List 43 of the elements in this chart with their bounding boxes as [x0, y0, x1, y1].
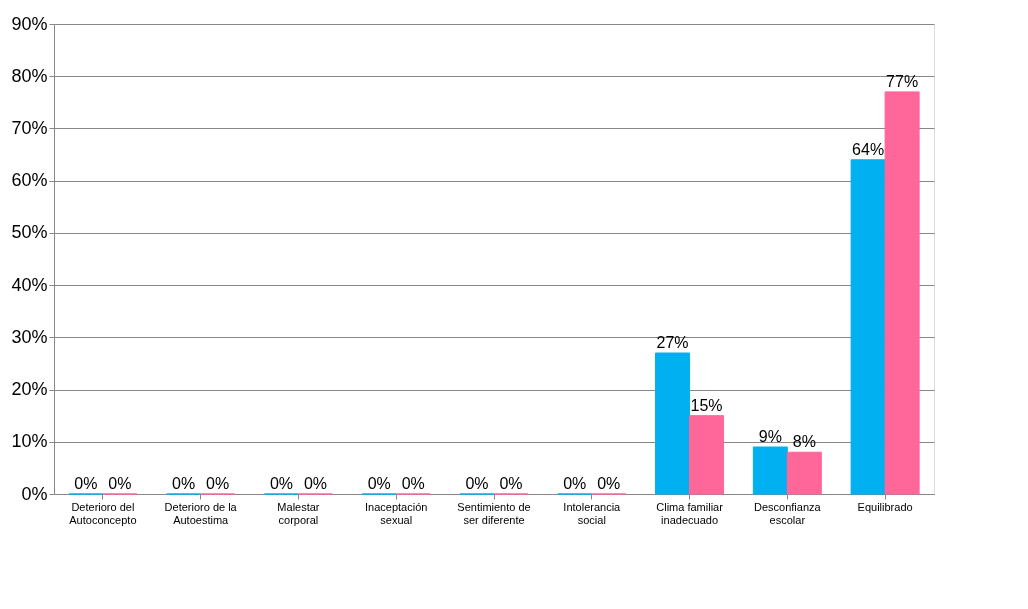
y-tick-label: 40% [11, 274, 48, 295]
data-label: 9% [758, 428, 782, 445]
bar [752, 446, 788, 495]
y-tick-label: 0% [21, 483, 48, 504]
x-tick-label: Deterioro de la Autoestima [164, 500, 238, 526]
y-tick-label: 10% [11, 431, 48, 452]
bar [850, 159, 886, 495]
x-tick-label: Inaceptación sexual [365, 500, 428, 526]
bar [786, 451, 822, 495]
y-tick-label: 20% [11, 379, 48, 400]
x-tick-label: Equilibrado [857, 500, 913, 513]
data-label: 0% [401, 475, 425, 492]
y-tick-label: 30% [11, 326, 48, 347]
x-tick-label: Deterioro del Autoconcepto [69, 500, 137, 526]
bar [689, 415, 725, 495]
data-label: 77% [886, 72, 919, 90]
data-label: 0% [303, 475, 328, 492]
y-tick-label: 70% [11, 117, 48, 138]
x-tick-label: Intolerancia social [563, 500, 622, 526]
data-label: 0% [172, 475, 196, 492]
data-label: 0% [108, 475, 132, 492]
x-tick-label: Malestar corporal [277, 500, 320, 526]
y-tick-label: 80% [11, 65, 48, 86]
bar [655, 352, 691, 495]
data-label: 0% [206, 475, 230, 492]
data-label: 64% [852, 140, 885, 158]
data-label: 0% [269, 475, 293, 492]
data-label: 8% [792, 433, 816, 451]
x-tick-label: Sentimiento de ser diferente [457, 500, 531, 526]
x-tick-label: Desconfianza escolar [754, 500, 822, 526]
bar [884, 91, 920, 495]
y-tick-label: 50% [11, 222, 48, 243]
data-label: 0% [465, 475, 489, 492]
data-label: 15% [690, 396, 723, 414]
data-label: 0% [367, 475, 391, 492]
x-tick-label: Clima familiar inadecuado [656, 500, 724, 526]
data-label: 0% [74, 475, 98, 492]
data-label: 0% [563, 475, 587, 492]
data-label: 0% [499, 475, 523, 492]
y-tick-label: 60% [11, 170, 48, 191]
data-label: 0% [597, 475, 621, 492]
data-label: 27% [656, 334, 689, 351]
y-tick-label: 90% [11, 13, 48, 34]
